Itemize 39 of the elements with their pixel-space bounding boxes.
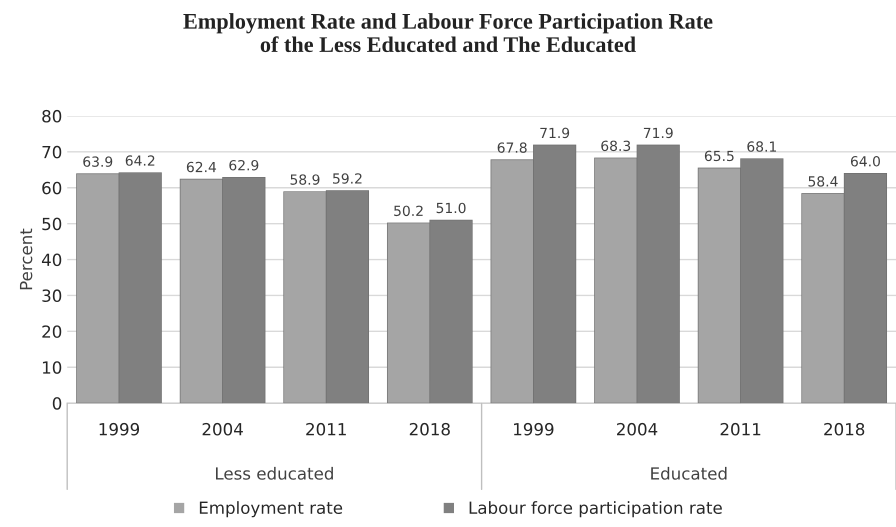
y-axis-title: Percent: [20, 228, 32, 290]
data-label: 62.9: [229, 160, 258, 170]
data-label: 68.1: [747, 141, 776, 152]
data-label: 51.0: [436, 202, 466, 214]
legend-label: Labour force participation rate: [470, 501, 722, 518]
y-tick-label: 50: [42, 218, 62, 230]
data-label: 64.0: [850, 156, 880, 167]
y-tick-label: 80: [42, 110, 62, 123]
data-label: 67.8: [498, 142, 527, 153]
data-label: 50.2: [394, 206, 423, 216]
x-tick-label: 2011: [306, 422, 346, 436]
y-tick-label: 40: [42, 254, 62, 266]
x-tick-label: 2018: [410, 422, 450, 436]
data-label: 65.5: [704, 150, 734, 162]
text: Educated: [651, 466, 726, 480]
y-tick-label: 30: [42, 289, 62, 302]
data-label: 64.2: [126, 155, 154, 166]
x-tick-label: 2004: [202, 422, 243, 436]
data-label: 59.2: [333, 173, 362, 184]
x-tick-label: 2018: [824, 422, 864, 436]
y-tick-label: 0: [52, 397, 62, 410]
legend-label: Employment rate: [200, 501, 342, 518]
data-label: 71.9: [644, 128, 673, 138]
y-tick-label: 20: [42, 325, 62, 338]
chart-title: Employment Rate and Labour Force Participation Rate of the Less Educated and The Educated: [183, 13, 712, 52]
y-tick-label: 10: [42, 361, 62, 374]
text: Less educated: [216, 466, 333, 480]
y-tick-label: 70: [42, 146, 62, 158]
data-label: 58.4: [808, 176, 838, 187]
x-tick-label: 2011: [720, 422, 760, 436]
x-tick-label: 2004: [617, 422, 658, 436]
data-label: 68.3: [601, 140, 630, 152]
x-tick-label: 1999: [514, 422, 554, 436]
data-label: 71.9: [540, 128, 570, 138]
data-label: 58.9: [290, 174, 320, 185]
x-tick-label: 1999: [100, 422, 140, 436]
y-tick-label: 60: [42, 182, 62, 194]
data-label: 62.4: [186, 162, 216, 172]
data-label: 63.9: [83, 156, 112, 167]
